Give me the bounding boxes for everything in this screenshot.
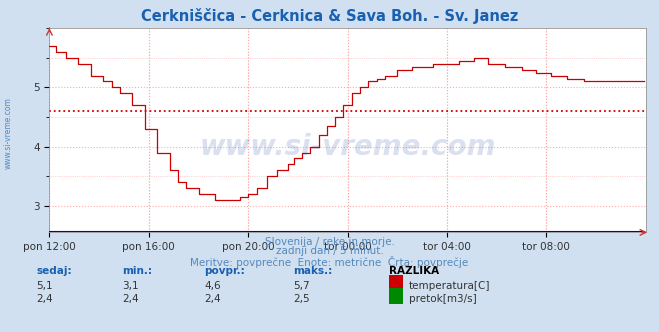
- Text: 5,7: 5,7: [293, 281, 310, 291]
- Text: povpr.:: povpr.:: [204, 266, 245, 276]
- Text: min.:: min.:: [122, 266, 152, 276]
- Text: maks.:: maks.:: [293, 266, 333, 276]
- Text: zadnji dan / 5 minut.: zadnji dan / 5 minut.: [275, 246, 384, 256]
- Text: Slovenija / reke in morje.: Slovenija / reke in morje.: [264, 237, 395, 247]
- Text: 3,1: 3,1: [122, 281, 138, 291]
- Text: 2,4: 2,4: [204, 294, 221, 304]
- Text: 2,4: 2,4: [122, 294, 138, 304]
- Text: 2,4: 2,4: [36, 294, 53, 304]
- Text: 2,5: 2,5: [293, 294, 310, 304]
- Text: temperatura[C]: temperatura[C]: [409, 281, 490, 291]
- Text: Meritve: povprečne  Enote: metrične  Črta: povprečje: Meritve: povprečne Enote: metrične Črta:…: [190, 256, 469, 268]
- Text: www.si-vreme.com: www.si-vreme.com: [200, 133, 496, 161]
- Text: RAZLIKA: RAZLIKA: [389, 266, 439, 276]
- Text: 4,6: 4,6: [204, 281, 221, 291]
- Text: pretok[m3/s]: pretok[m3/s]: [409, 294, 476, 304]
- Text: 5,1: 5,1: [36, 281, 53, 291]
- Text: www.si-vreme.com: www.si-vreme.com: [3, 97, 13, 169]
- Text: Cerkniščica - Cerknica & Sava Boh. - Sv. Janez: Cerkniščica - Cerknica & Sava Boh. - Sv.…: [141, 8, 518, 24]
- Text: sedaj:: sedaj:: [36, 266, 72, 276]
